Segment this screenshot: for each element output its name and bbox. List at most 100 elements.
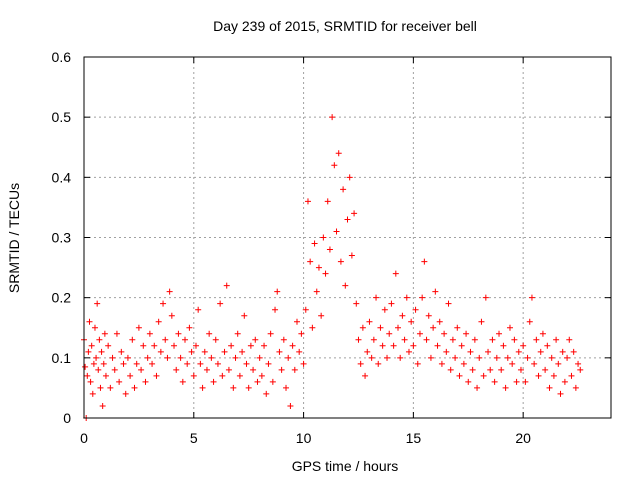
data-point bbox=[537, 348, 544, 355]
data-point bbox=[258, 372, 265, 379]
data-point bbox=[348, 252, 355, 259]
data-point bbox=[430, 324, 437, 331]
data-point bbox=[267, 330, 274, 337]
data-point bbox=[230, 384, 237, 391]
data-point bbox=[177, 354, 184, 361]
data-point bbox=[423, 336, 430, 343]
data-point bbox=[454, 324, 461, 331]
x-tick-label: 10 bbox=[296, 430, 312, 446]
data-point bbox=[210, 378, 217, 385]
axis-ticks: 0 5 10 15 20 0 0.1 0.2 0.3 0.4 0.5 0.6 bbox=[52, 49, 611, 446]
data-point bbox=[386, 330, 393, 337]
data-points bbox=[81, 114, 584, 421]
data-point bbox=[476, 354, 483, 361]
grid bbox=[84, 57, 611, 418]
data-point bbox=[388, 300, 395, 307]
x-tick-label: 20 bbox=[515, 430, 531, 446]
data-point bbox=[397, 354, 404, 361]
data-point bbox=[84, 372, 91, 379]
data-point bbox=[280, 336, 287, 343]
data-point bbox=[364, 348, 371, 355]
data-point bbox=[399, 312, 406, 319]
data-point bbox=[515, 348, 522, 355]
data-point bbox=[300, 360, 307, 367]
y-tick-label: 0.1 bbox=[52, 350, 72, 366]
data-point bbox=[463, 330, 470, 337]
data-point bbox=[195, 306, 202, 313]
data-point bbox=[528, 294, 535, 301]
data-point bbox=[566, 336, 573, 343]
data-point bbox=[405, 348, 412, 355]
data-point bbox=[498, 366, 505, 373]
data-point bbox=[474, 384, 481, 391]
data-point bbox=[250, 366, 257, 373]
data-point bbox=[447, 366, 454, 373]
data-point bbox=[243, 360, 250, 367]
data-point bbox=[531, 360, 538, 367]
data-point bbox=[239, 348, 246, 355]
data-point bbox=[107, 384, 114, 391]
data-point bbox=[432, 288, 439, 295]
data-point bbox=[335, 150, 342, 157]
data-point bbox=[87, 378, 94, 385]
data-point bbox=[199, 384, 206, 391]
data-point bbox=[395, 324, 402, 331]
data-point bbox=[140, 342, 147, 349]
data-point bbox=[252, 336, 259, 343]
data-point bbox=[443, 348, 450, 355]
data-point bbox=[333, 228, 340, 235]
y-tick-label: 0.4 bbox=[52, 169, 72, 185]
data-point bbox=[91, 324, 98, 331]
data-point bbox=[212, 336, 219, 343]
data-point bbox=[111, 366, 118, 373]
data-point bbox=[124, 354, 131, 361]
data-point bbox=[133, 360, 140, 367]
data-point bbox=[575, 360, 582, 367]
data-point bbox=[192, 342, 199, 349]
data-point bbox=[436, 318, 443, 325]
data-point bbox=[168, 312, 175, 319]
data-point bbox=[377, 324, 384, 331]
data-point bbox=[223, 282, 230, 289]
data-point bbox=[489, 336, 496, 343]
data-point bbox=[544, 342, 551, 349]
data-point bbox=[228, 342, 235, 349]
data-point bbox=[471, 336, 478, 343]
y-tick-label: 0 bbox=[63, 410, 71, 426]
data-point bbox=[206, 330, 213, 337]
data-point bbox=[331, 162, 338, 169]
data-point bbox=[329, 114, 336, 121]
data-point bbox=[564, 354, 571, 361]
data-point bbox=[506, 324, 513, 331]
data-point bbox=[166, 288, 173, 295]
data-point bbox=[467, 348, 474, 355]
data-point bbox=[370, 336, 377, 343]
data-point bbox=[419, 294, 426, 301]
data-point bbox=[278, 366, 285, 373]
data-point bbox=[88, 342, 95, 349]
data-point bbox=[263, 390, 270, 397]
data-point bbox=[313, 288, 320, 295]
data-point bbox=[164, 354, 171, 361]
data-point bbox=[539, 330, 546, 337]
data-point bbox=[122, 390, 129, 397]
data-point bbox=[452, 354, 459, 361]
data-point bbox=[561, 378, 568, 385]
data-point bbox=[362, 372, 369, 379]
data-point bbox=[256, 354, 263, 361]
data-point bbox=[151, 342, 158, 349]
data-point bbox=[320, 234, 327, 241]
data-point bbox=[157, 348, 164, 355]
data-point bbox=[142, 378, 149, 385]
data-point bbox=[149, 360, 156, 367]
data-point bbox=[155, 318, 162, 325]
data-point bbox=[496, 330, 503, 337]
data-point bbox=[311, 240, 318, 247]
data-point bbox=[293, 318, 300, 325]
data-point bbox=[153, 372, 160, 379]
data-point bbox=[283, 384, 290, 391]
data-point bbox=[414, 360, 421, 367]
data-point bbox=[274, 288, 281, 295]
data-point bbox=[482, 294, 489, 301]
